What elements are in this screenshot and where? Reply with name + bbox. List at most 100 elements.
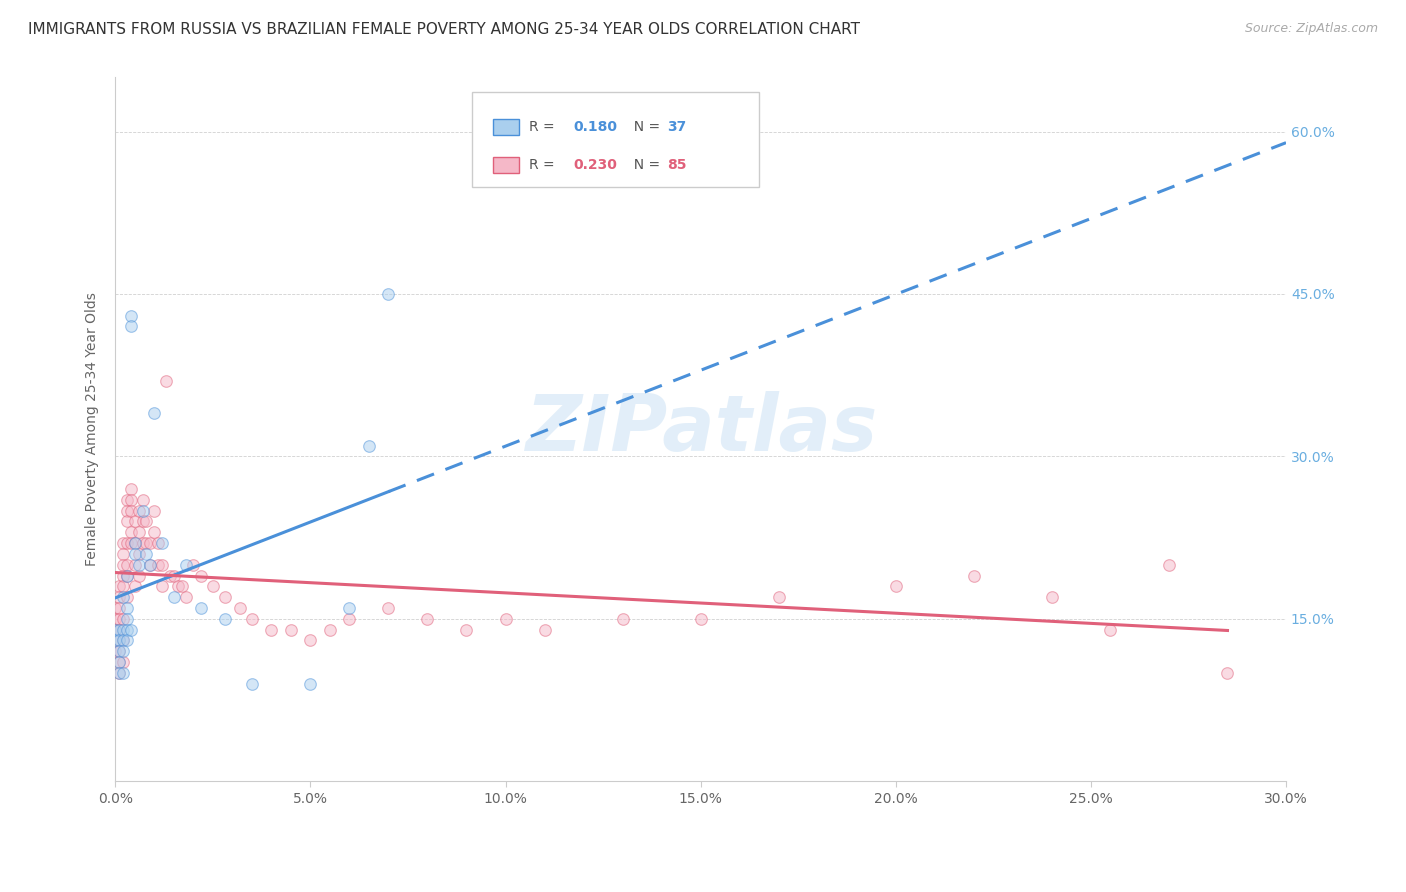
Text: 0.230: 0.230 bbox=[574, 158, 617, 172]
Point bbox=[148, 558, 170, 572]
Point bbox=[108, 590, 131, 604]
Point bbox=[181, 558, 204, 572]
Point bbox=[174, 558, 197, 572]
Text: IMMIGRANTS FROM RUSSIA VS BRAZILIAN FEMALE POVERTY AMONG 25-34 YEAR OLDS CORRELA: IMMIGRANTS FROM RUSSIA VS BRAZILIAN FEMA… bbox=[28, 22, 860, 37]
Point bbox=[689, 612, 711, 626]
Text: R =: R = bbox=[529, 120, 558, 134]
Point bbox=[124, 536, 146, 550]
Text: R =: R = bbox=[529, 158, 558, 172]
Point bbox=[299, 677, 322, 691]
Point bbox=[108, 579, 131, 593]
Point bbox=[104, 633, 127, 648]
Point bbox=[416, 612, 439, 626]
Point bbox=[128, 525, 150, 540]
Point bbox=[112, 665, 135, 680]
Point bbox=[115, 568, 138, 582]
Point bbox=[115, 503, 138, 517]
Point bbox=[143, 406, 166, 420]
Point bbox=[377, 287, 399, 301]
Point bbox=[120, 525, 142, 540]
Point bbox=[884, 579, 907, 593]
Point bbox=[139, 536, 162, 550]
Point bbox=[456, 623, 478, 637]
Point bbox=[339, 601, 361, 615]
Point bbox=[124, 579, 146, 593]
Point bbox=[124, 547, 146, 561]
Point bbox=[108, 644, 131, 658]
Point bbox=[143, 503, 166, 517]
Text: N =: N = bbox=[624, 158, 664, 172]
Point bbox=[104, 644, 127, 658]
Point bbox=[108, 623, 131, 637]
Point bbox=[108, 612, 131, 626]
Point bbox=[108, 655, 131, 669]
Point bbox=[139, 558, 162, 572]
Point bbox=[131, 503, 153, 517]
Point bbox=[1099, 623, 1122, 637]
Point bbox=[190, 601, 212, 615]
Point bbox=[963, 568, 986, 582]
Point bbox=[112, 612, 135, 626]
Point bbox=[131, 536, 153, 550]
Point bbox=[108, 665, 131, 680]
Point bbox=[115, 612, 138, 626]
Point bbox=[104, 623, 127, 637]
Point bbox=[120, 536, 142, 550]
Point bbox=[120, 503, 142, 517]
Point bbox=[1216, 665, 1239, 680]
Point bbox=[319, 623, 342, 637]
Point bbox=[280, 623, 302, 637]
Y-axis label: Female Poverty Among 25-34 Year Olds: Female Poverty Among 25-34 Year Olds bbox=[86, 293, 100, 566]
Point bbox=[115, 633, 138, 648]
Point bbox=[112, 644, 135, 658]
Point bbox=[112, 547, 135, 561]
Point bbox=[112, 536, 135, 550]
Point bbox=[155, 374, 177, 388]
Point bbox=[150, 536, 173, 550]
Point bbox=[148, 536, 170, 550]
Point bbox=[112, 558, 135, 572]
Point bbox=[120, 482, 142, 496]
Point bbox=[495, 612, 517, 626]
Point bbox=[128, 568, 150, 582]
Point bbox=[533, 623, 555, 637]
Point bbox=[115, 601, 138, 615]
Point bbox=[104, 601, 127, 615]
Point bbox=[108, 665, 131, 680]
Point bbox=[112, 579, 135, 593]
Point bbox=[104, 623, 127, 637]
Text: N =: N = bbox=[624, 120, 664, 134]
Point bbox=[108, 633, 131, 648]
Point bbox=[120, 492, 142, 507]
Point bbox=[143, 525, 166, 540]
Point bbox=[115, 514, 138, 528]
Point bbox=[150, 579, 173, 593]
Text: 85: 85 bbox=[666, 158, 686, 172]
Point bbox=[108, 655, 131, 669]
Point bbox=[128, 503, 150, 517]
Text: 37: 37 bbox=[666, 120, 686, 134]
Point bbox=[357, 439, 380, 453]
Point bbox=[124, 558, 146, 572]
Point bbox=[1157, 558, 1180, 572]
Point bbox=[240, 677, 263, 691]
FancyBboxPatch shape bbox=[494, 120, 519, 135]
Text: ZIPatlas: ZIPatlas bbox=[524, 392, 877, 467]
Point bbox=[108, 623, 131, 637]
Point bbox=[128, 547, 150, 561]
FancyBboxPatch shape bbox=[494, 157, 519, 173]
Point bbox=[201, 579, 224, 593]
Point bbox=[377, 601, 399, 615]
Point bbox=[115, 623, 138, 637]
Point bbox=[166, 579, 188, 593]
Point bbox=[112, 633, 135, 648]
Point bbox=[135, 547, 157, 561]
Point bbox=[124, 536, 146, 550]
Point bbox=[108, 644, 131, 658]
Point bbox=[131, 514, 153, 528]
Point bbox=[108, 601, 131, 615]
Point bbox=[159, 568, 181, 582]
Point bbox=[170, 579, 193, 593]
Point bbox=[214, 612, 236, 626]
Point bbox=[112, 623, 135, 637]
